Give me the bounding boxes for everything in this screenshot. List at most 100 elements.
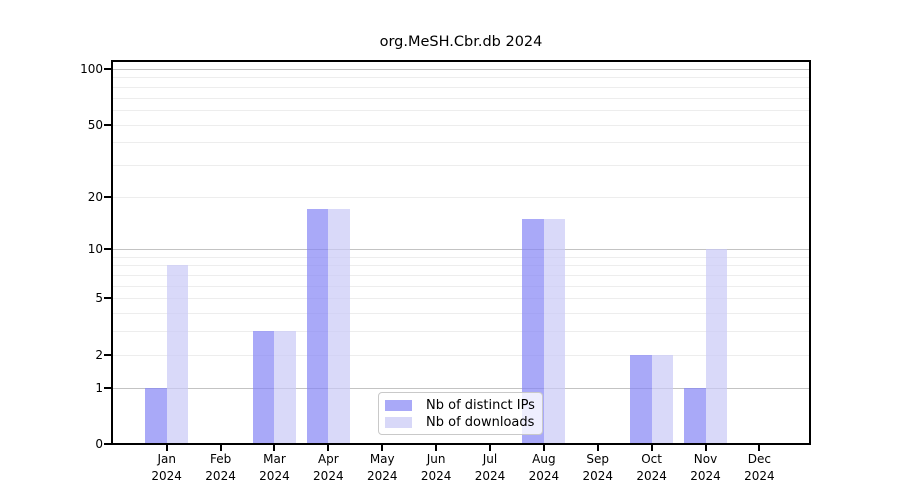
bar-downloads-oct	[651, 354, 674, 444]
bar-downloads-aug	[543, 218, 566, 444]
y-tick-label: 100	[80, 62, 103, 76]
x-tick-label-jul: Jul 2024	[458, 451, 522, 484]
chart-title: org.MeSH.Cbr.db 2024	[379, 34, 543, 50]
gridline-minor	[112, 86, 810, 88]
x-axis-tick	[219, 445, 222, 451]
legend-color-swatch	[385, 400, 412, 411]
x-axis-tick	[488, 445, 491, 451]
bar-distinct-ips-nov	[684, 387, 706, 444]
x-axis-tick	[758, 445, 761, 451]
y-axis-tick	[104, 248, 111, 251]
gridline-minor	[112, 354, 810, 356]
y-tick-label: 2	[95, 347, 103, 362]
x-tick-month: Nov	[693, 452, 718, 466]
y-axis-tick	[104, 353, 111, 356]
y-tick-label: 50	[87, 117, 103, 132]
x-tick-month: Aug	[532, 452, 556, 466]
legend-color-swatch	[385, 417, 412, 428]
x-tick-label-feb: Feb 2024	[189, 451, 253, 484]
y-tick-label: 0	[95, 437, 103, 451]
bar-downloads-jan	[166, 265, 189, 444]
gridline-minor	[112, 97, 810, 99]
x-tick-label-jun: Jun 2024	[404, 451, 468, 484]
x-tick-label-may: May 2024	[350, 451, 414, 484]
gridline-minor	[112, 77, 810, 79]
x-tick-year: 2024	[636, 468, 667, 483]
gridline-minor	[112, 142, 810, 144]
gridline-major	[112, 249, 810, 251]
x-tick-month: Sep	[586, 452, 610, 466]
gridline-minor	[112, 164, 810, 166]
bar-distinct-ips-apr	[306, 209, 329, 444]
y-axis-tick	[104, 386, 111, 389]
bar-downloads-mar	[274, 331, 296, 444]
x-tick-year: 2024	[744, 468, 775, 483]
legend-label: Nb of distinct IPs	[426, 398, 535, 413]
legend-item: Nb of downloads	[385, 414, 542, 431]
x-tick-year: 2024	[474, 468, 506, 483]
y-tick-label: 1	[95, 380, 103, 395]
x-tick-month: May	[369, 452, 395, 466]
gridline-minor	[112, 256, 810, 258]
x-axis-tick	[650, 445, 653, 451]
x-tick-year: 2024	[366, 468, 398, 483]
x-axis-tick	[596, 445, 599, 451]
gridline-major	[112, 387, 810, 389]
x-tick-year: 2024	[582, 468, 613, 483]
gridline-minor	[112, 313, 810, 315]
x-axis-tick	[273, 445, 276, 451]
y-tick-label: 10	[87, 242, 103, 257]
y-axis-tick	[104, 68, 111, 70]
gridline-minor	[112, 275, 810, 277]
gridline-minor	[112, 109, 810, 111]
legend-item: Nb of distinct IPs	[385, 397, 542, 414]
gridline-minor	[112, 265, 810, 267]
x-tick-label-sep: Sep 2024	[566, 451, 630, 484]
x-tick-month: Dec	[747, 452, 771, 466]
bar-distinct-ips-aug	[522, 218, 544, 444]
x-tick-year: 2024	[151, 468, 182, 483]
bar-downloads-apr	[328, 209, 350, 444]
x-tick-label-mar: Mar 2024	[242, 451, 306, 484]
x-tick-month: Mar	[263, 452, 286, 466]
x-tick-year: 2024	[259, 468, 290, 483]
x-axis-tick	[327, 445, 330, 451]
gridline-minor	[112, 285, 810, 287]
x-tick-month: Apr	[317, 452, 339, 466]
legend-label: Nb of downloads	[426, 415, 535, 430]
bar-downloads-nov	[705, 249, 727, 444]
x-axis-tick	[381, 445, 384, 451]
gridline-minor	[112, 196, 810, 198]
x-tick-label-jan: Jan 2024	[135, 451, 199, 484]
x-tick-year: 2024	[313, 468, 344, 483]
bar-distinct-ips-mar	[252, 331, 275, 444]
x-tick-label-aug: Aug 2024	[512, 451, 576, 484]
x-tick-month: Oct	[641, 452, 662, 466]
x-tick-label-apr: Apr 2024	[296, 451, 360, 484]
gridline-major	[112, 69, 810, 70]
x-tick-month: Feb	[209, 452, 232, 466]
y-axis-tick	[104, 123, 111, 126]
x-axis-tick	[435, 445, 438, 451]
x-tick-year: 2024	[205, 468, 236, 483]
gridline-minor	[112, 298, 810, 300]
x-axis-tick	[704, 445, 707, 451]
x-tick-month: Jan	[157, 452, 176, 466]
x-tick-month: Jul	[482, 452, 498, 466]
y-axis-tick	[104, 443, 111, 445]
x-axis-tick	[542, 445, 545, 451]
y-tick-label: 20	[87, 189, 103, 204]
x-tick-year: 2024	[528, 468, 560, 483]
gridline-minor	[112, 331, 810, 333]
y-axis-tick	[104, 195, 111, 198]
y-tick-label: 5	[95, 291, 103, 306]
x-tick-label-nov: Nov 2024	[674, 451, 738, 484]
x-tick-label-oct: Oct 2024	[620, 451, 684, 484]
x-tick-year: 2024	[420, 468, 452, 483]
x-tick-month: Jun	[426, 452, 446, 466]
bar-distinct-ips-jan	[145, 387, 167, 444]
x-tick-year: 2024	[690, 468, 721, 483]
y-axis-tick	[104, 297, 111, 300]
chart-legend: Nb of distinct IPs Nb of downloads	[378, 392, 543, 435]
